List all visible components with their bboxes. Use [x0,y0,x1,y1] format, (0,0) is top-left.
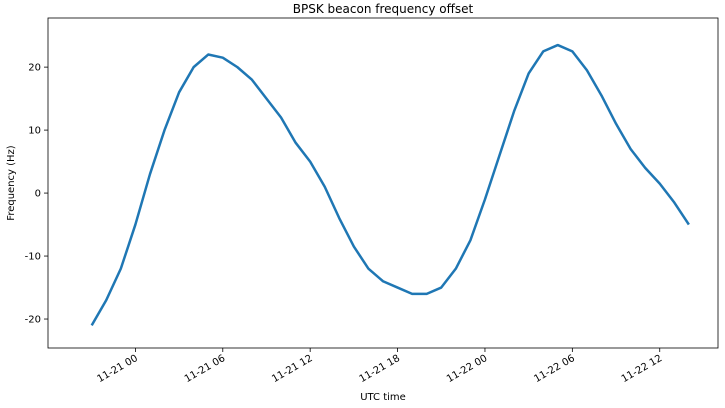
chart-title: BPSK beacon frequency offset [293,2,474,16]
y-axis-label: Frequency (Hz) [6,145,17,221]
x-axis-label: UTC time [360,392,406,403]
x-tick-label: 11-22 06 [532,353,576,385]
y-tick-label: 10 [28,126,41,137]
x-tick-label: 11-22 12 [620,353,664,385]
data-line [90,43,690,326]
y-tick-label: -10 [25,252,41,263]
x-tick-label: 11-21 06 [183,353,227,385]
x-tick-label: 11-22 00 [445,353,489,385]
plot-frame [47,17,719,349]
x-tick-label: 11-21 12 [270,353,314,385]
y-tick-label: -20 [25,315,41,326]
y-tick-label: 0 [35,189,41,200]
x-tick-label: 11-21 00 [95,353,139,385]
y-tick-label: 20 [28,63,41,74]
x-tick-label: 11-21 18 [358,353,402,385]
